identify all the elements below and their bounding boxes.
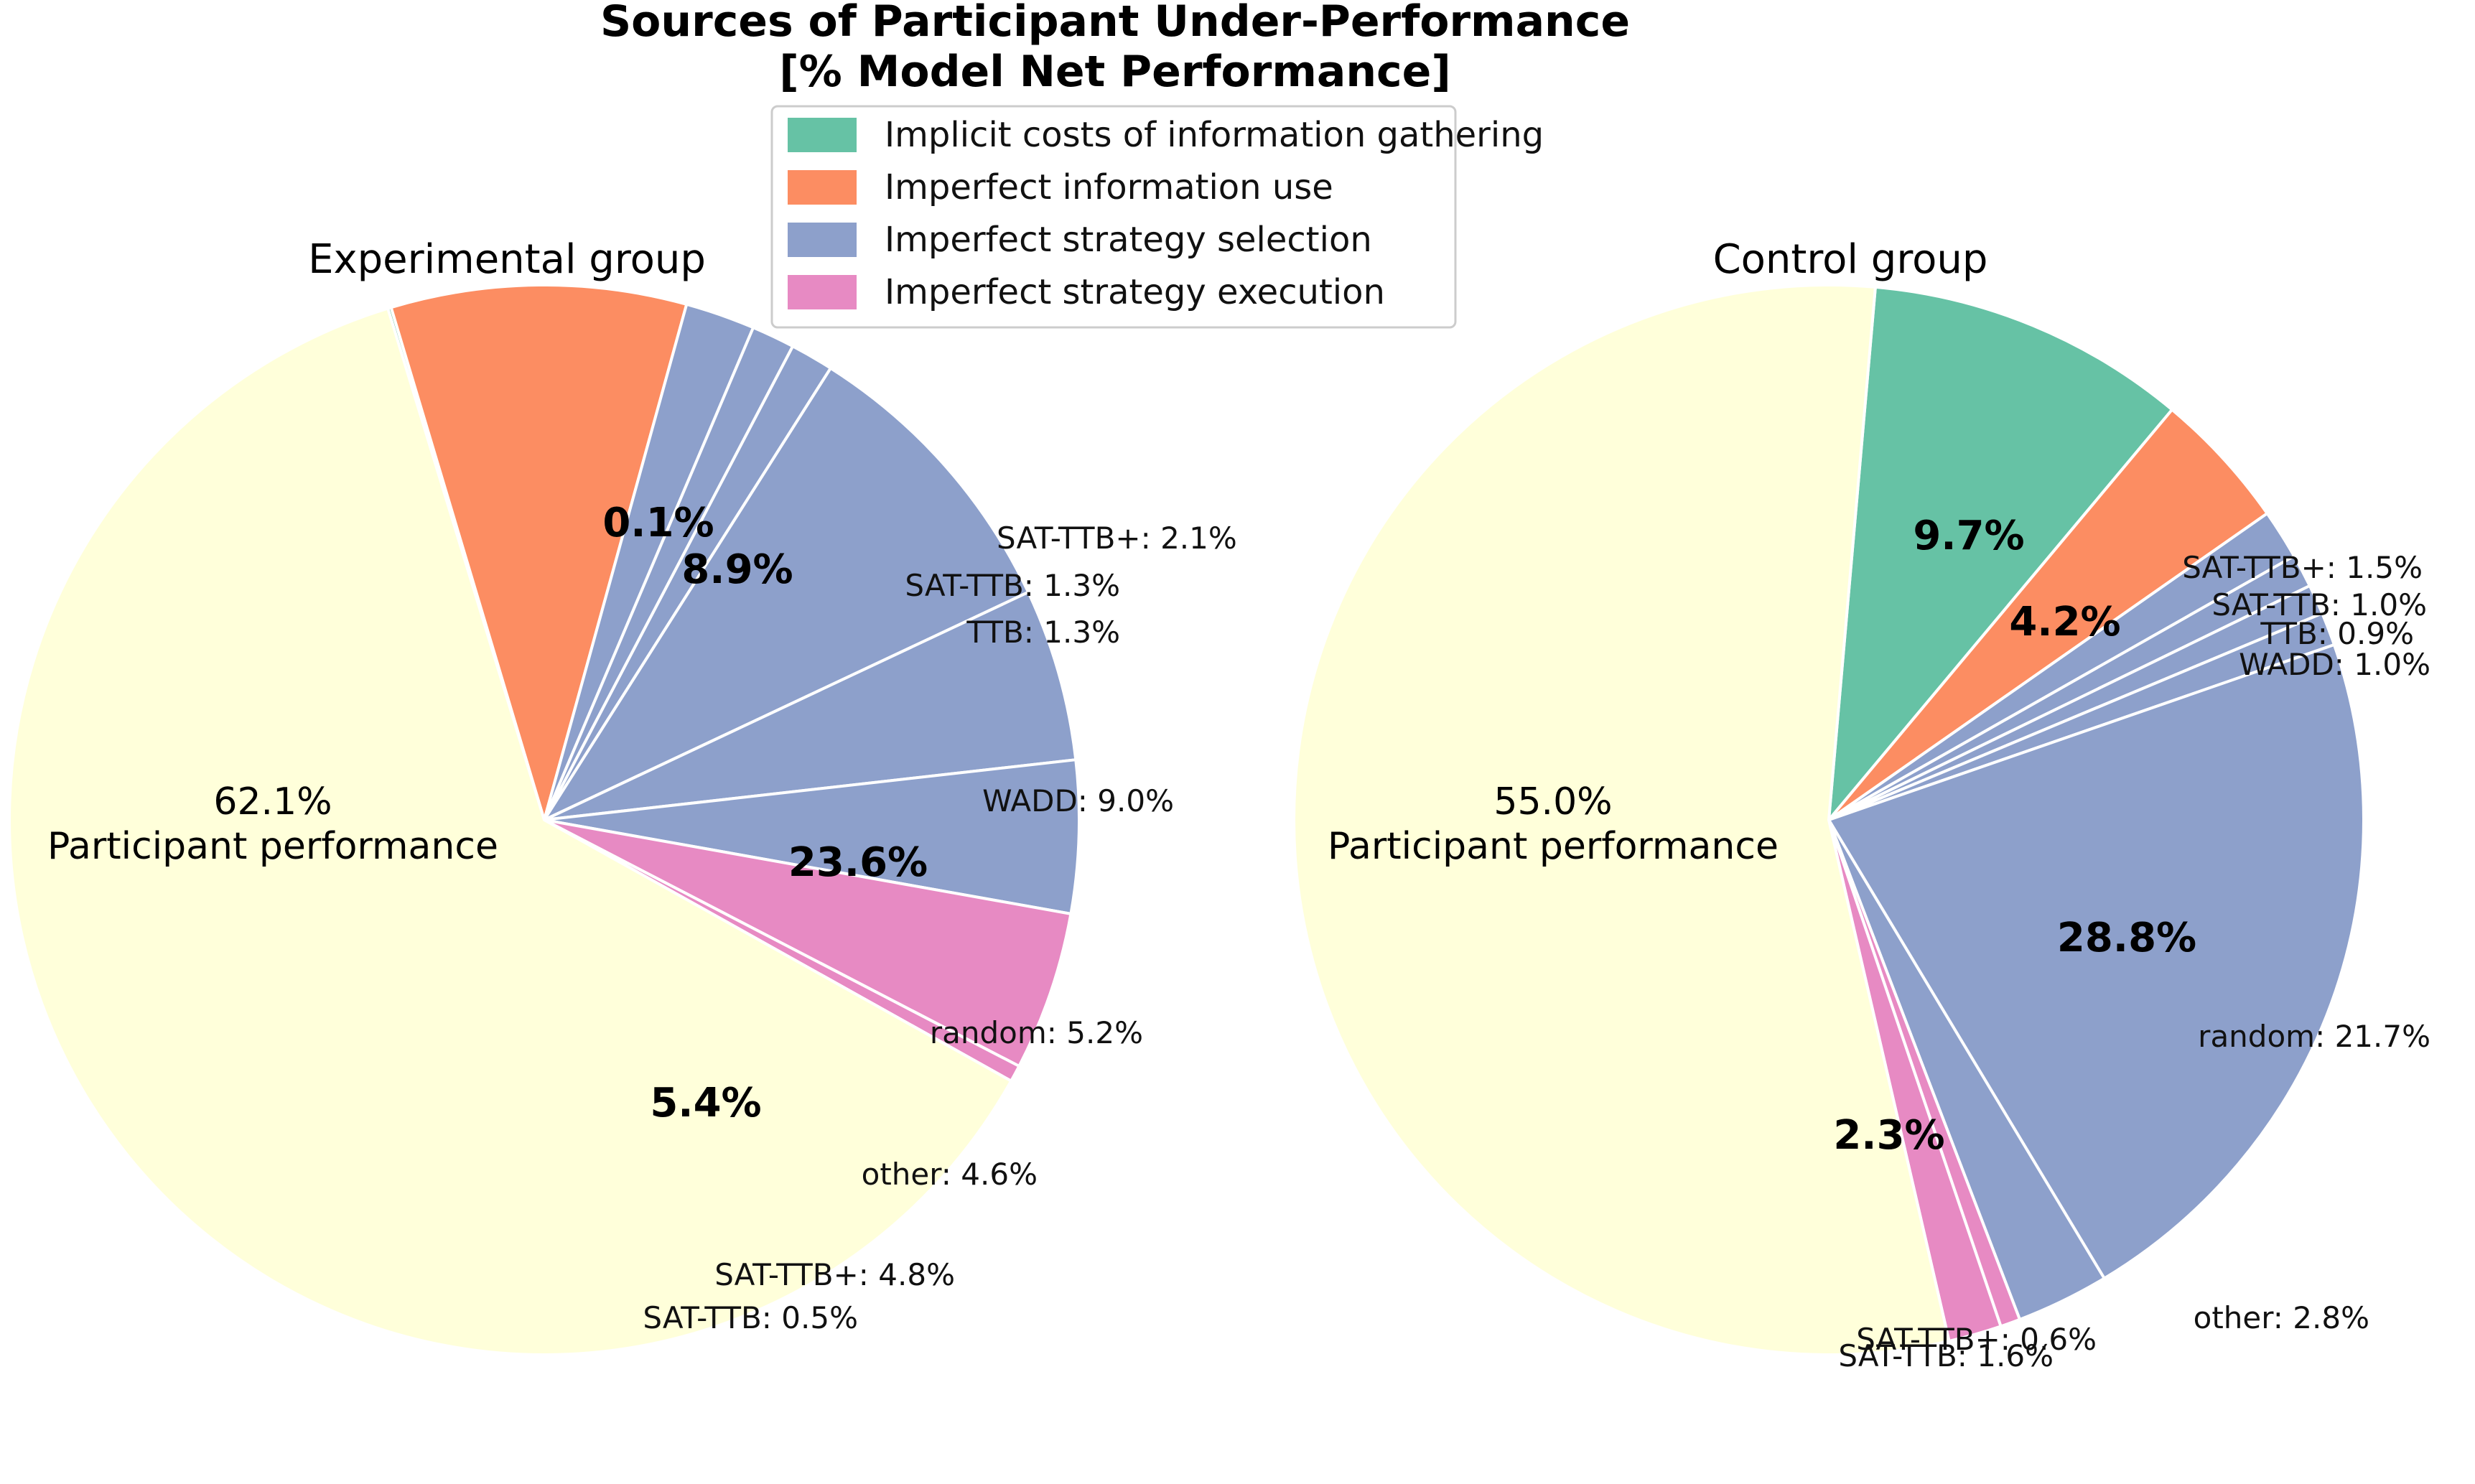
- slice-label-experimental-group-other-4-6: other: 4.6%: [862, 1157, 1038, 1192]
- slice-control-group-info_use: [1827, 408, 2269, 821]
- labels-layer: Experimental group SAT-TTB+: 2.1% SAT-TTB:…: [47, 236, 2430, 1373]
- category-total-experimental-group-strategy-execution: 5.4%: [650, 1080, 761, 1126]
- slice-label-control-group-ttb-0-9: TTB: 0.9%: [2260, 616, 2414, 651]
- slice-experimental-group-strategy_selection-random-5-2: [543, 590, 1078, 821]
- legend-swatch-imperfect-information-use: [788, 170, 857, 205]
- slice-label-control-group-sat-ttb-1-0: SAT-TTB: 1.0%: [2211, 587, 2427, 622]
- category-total-control-group-info-gathering: 9.7%: [1913, 513, 2024, 559]
- legend-label-implicit-costs-of-information-gathering: Implicit costs of information gathering: [885, 115, 1544, 155]
- slice-label-experimental-group-sat-ttb-0-5: SAT-TTB: 0.5%: [643, 1300, 858, 1335]
- slice-label-experimental-group-ttb-1-3: TTB: 1.3%: [966, 615, 1120, 650]
- chart-title-line2: [% Model Net Performance]: [779, 47, 1451, 97]
- slice-experimental-group-strategy_selection-wadd-9-0: [543, 366, 1030, 821]
- slice-label-experimental-group-random-5-2: random: 5.2%: [930, 1015, 1143, 1050]
- pies-layer: [8, 284, 2365, 1356]
- category-total-experimental-group-info-gathering: 0.1%: [602, 500, 714, 546]
- pie-title-experimental-group: Experimental group: [308, 236, 706, 283]
- slice-label-experimental-group-sat-ttb-2-1: SAT-TTB+: 2.1%: [997, 521, 1237, 556]
- category-total-experimental-group-info-use: 8.9%: [681, 546, 793, 593]
- category-total-control-group-strategy-execution: 2.3%: [1833, 1112, 1944, 1159]
- legend-swatch-imperfect-strategy-execution: [788, 275, 857, 309]
- slice-label-control-group-sat-ttb-1-5: SAT-TTB+: 1.5%: [2182, 550, 2423, 585]
- pie-control-group: [1292, 284, 2365, 1356]
- slice-control-group-info_gathering: [1827, 285, 2174, 821]
- legend-items: Implicit costs of information gathering I…: [788, 115, 1544, 312]
- chart-title: Sources of Participant Under-Performance: [600, 0, 1630, 47]
- slice-label-control-group-wadd-1-0: WADD: 1.0%: [2239, 647, 2430, 682]
- legend-label-imperfect-information-use: Imperfect information use: [885, 167, 1333, 207]
- pie-experimental-group: [8, 284, 1081, 1356]
- slice-control-group-strategy_selection-random-21-7: [1827, 643, 2365, 1280]
- slice-experimental-group-info_use: [389, 284, 689, 821]
- participant-label-control-group: Participant performance: [1328, 825, 1779, 868]
- slice-experimental-group-strategy_selection-other-4-6: [543, 758, 1081, 915]
- legend-label-imperfect-strategy-execution: Imperfect strategy execution: [885, 272, 1385, 312]
- legend-swatch-imperfect-strategy-selection: [788, 223, 857, 257]
- category-total-experimental-group-strategy-selection: 23.6%: [788, 839, 928, 886]
- participant-pct-experimental-group: 62.1%: [213, 780, 332, 823]
- slice-label-experimental-group-wadd-9-0: WADD: 9.0%: [982, 783, 1174, 818]
- legend: Implicit costs of information gathering I…: [770, 105, 1544, 329]
- legend-swatch-implicit-costs-of-information-gathering: [788, 118, 857, 152]
- category-total-control-group-info-use: 4.2%: [2009, 599, 2120, 645]
- slice-experimental-group-strategy_execution-sat-ttb-4-8: [543, 818, 1073, 1068]
- slice-control-group-participant: [1292, 284, 1951, 1356]
- pie-title-control-group: Control group: [1713, 236, 1988, 283]
- participant-pct-control-group: 55.0%: [1493, 780, 1612, 823]
- category-total-control-group-strategy-selection: 28.8%: [2057, 915, 2196, 961]
- legend-label-imperfect-strategy-selection: Imperfect strategy selection: [885, 220, 1372, 260]
- slice-label-control-group-other-2-8: other: 2.8%: [2194, 1300, 2369, 1335]
- slice-label-control-group-sat-ttb-0-6: SAT-TTB+: 0.6%: [1856, 1322, 2097, 1357]
- slice-label-control-group-sat-ttb-1-6: SAT-TTB: 1.6%: [1838, 1338, 2054, 1373]
- slice-label-control-group-random-21-7: random: 21.7%: [2198, 1019, 2430, 1054]
- slice-experimental-group-participant: [8, 307, 1013, 1356]
- legend-frame: [770, 105, 1457, 329]
- participant-label-experimental-group: Participant performance: [47, 825, 498, 868]
- slice-label-experimental-group-sat-ttb-4-8: SAT-TTB+: 4.8%: [714, 1257, 955, 1292]
- slice-label-experimental-group-sat-ttb-1-3: SAT-TTB: 1.3%: [905, 568, 1120, 603]
